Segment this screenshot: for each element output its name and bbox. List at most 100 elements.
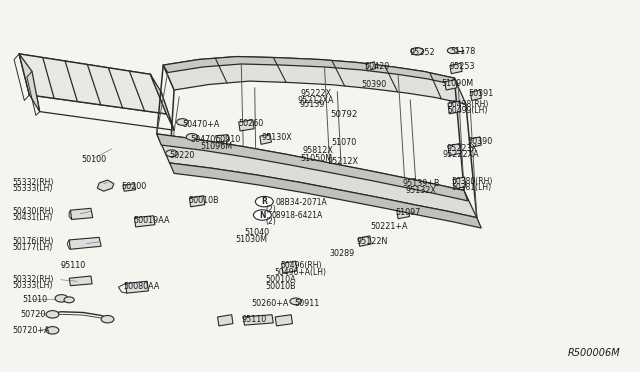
Text: 50390: 50390 — [467, 137, 492, 146]
Text: 50498(RH): 50498(RH) — [447, 100, 489, 109]
Text: 95223X: 95223X — [447, 144, 477, 153]
Text: 50332(RH): 50332(RH) — [13, 275, 54, 284]
Polygon shape — [69, 237, 101, 249]
Circle shape — [411, 48, 424, 55]
Polygon shape — [19, 54, 40, 112]
Polygon shape — [397, 208, 410, 219]
Text: 50381(LH): 50381(LH) — [452, 183, 492, 192]
Text: 50380(RH): 50380(RH) — [452, 177, 493, 186]
Text: 50499(LH): 50499(LH) — [447, 106, 488, 115]
Text: 50260+A: 50260+A — [252, 299, 289, 308]
Text: 95222XA: 95222XA — [442, 150, 479, 159]
Text: 50220: 50220 — [169, 151, 195, 160]
Circle shape — [101, 315, 114, 323]
Polygon shape — [445, 80, 457, 90]
Polygon shape — [448, 144, 461, 155]
Text: 08B34-2071A: 08B34-2071A — [275, 198, 327, 207]
Text: 51010: 51010 — [22, 295, 47, 304]
Polygon shape — [69, 276, 92, 286]
Text: 51097: 51097 — [396, 208, 421, 217]
Polygon shape — [163, 57, 458, 86]
Circle shape — [46, 311, 59, 318]
Text: R: R — [261, 197, 268, 206]
Text: 55333(LH): 55333(LH) — [13, 184, 53, 193]
Text: 50390: 50390 — [361, 80, 386, 89]
Polygon shape — [125, 281, 148, 293]
Text: 50430(RH): 50430(RH) — [13, 207, 54, 216]
Polygon shape — [275, 315, 292, 326]
Text: 50910: 50910 — [215, 135, 240, 144]
Polygon shape — [134, 216, 155, 227]
Text: 95132X: 95132X — [406, 186, 436, 195]
Text: N: N — [259, 211, 266, 219]
Text: 50177(LH): 50177(LH) — [13, 243, 53, 252]
Polygon shape — [450, 63, 462, 74]
Polygon shape — [19, 54, 166, 114]
Polygon shape — [282, 261, 297, 273]
Text: 50176(RH): 50176(RH) — [13, 237, 54, 246]
Polygon shape — [243, 315, 273, 325]
Text: 50333(LH): 50333(LH) — [13, 281, 53, 290]
Polygon shape — [163, 57, 466, 104]
Polygon shape — [123, 184, 136, 191]
Polygon shape — [448, 101, 461, 114]
Text: 95812X: 95812X — [303, 146, 333, 155]
Polygon shape — [150, 74, 174, 130]
Polygon shape — [453, 177, 466, 189]
Text: 50260: 50260 — [238, 119, 263, 128]
Text: 50010A: 50010A — [265, 275, 296, 284]
Text: R500006M: R500006M — [568, 348, 621, 358]
Text: (2): (2) — [266, 205, 276, 214]
Circle shape — [186, 134, 198, 140]
Text: 51178: 51178 — [450, 47, 475, 56]
Polygon shape — [470, 90, 481, 100]
Text: 95253: 95253 — [449, 62, 475, 71]
Circle shape — [64, 297, 74, 303]
Text: 50420: 50420 — [364, 62, 389, 71]
Text: 95122N: 95122N — [356, 237, 388, 246]
Polygon shape — [97, 180, 114, 191]
Polygon shape — [366, 62, 376, 71]
Text: 51030M: 51030M — [236, 235, 268, 244]
Text: 50496+A(LH): 50496+A(LH) — [274, 268, 326, 277]
Text: 50720+A: 50720+A — [13, 326, 51, 335]
Text: 51070: 51070 — [331, 138, 356, 147]
Circle shape — [177, 119, 188, 125]
Circle shape — [253, 210, 271, 220]
Circle shape — [166, 150, 177, 157]
Polygon shape — [218, 315, 233, 326]
Text: 51050M: 51050M — [301, 154, 333, 163]
Text: 95130X: 95130X — [261, 133, 292, 142]
Text: 50496(RH): 50496(RH) — [280, 262, 322, 270]
Polygon shape — [70, 208, 93, 219]
Circle shape — [447, 48, 458, 54]
Text: 50431(LH): 50431(LH) — [13, 213, 53, 222]
Polygon shape — [157, 134, 477, 218]
Text: 95212XA: 95212XA — [298, 96, 334, 105]
Text: (2): (2) — [266, 217, 276, 226]
Text: 50470: 50470 — [191, 135, 216, 144]
Text: 50720: 50720 — [20, 310, 46, 319]
Text: 95139: 95139 — [300, 100, 325, 109]
Text: 50911: 50911 — [294, 299, 319, 308]
Text: 30289: 30289 — [329, 249, 354, 258]
Text: 50470+A: 50470+A — [182, 120, 220, 129]
Text: 51090M: 51090M — [442, 79, 474, 88]
Polygon shape — [358, 236, 371, 246]
Text: 95110: 95110 — [61, 261, 86, 270]
Text: 08918-6421A: 08918-6421A — [271, 211, 323, 219]
Text: 50221+A: 50221+A — [370, 222, 408, 231]
Text: 50010B: 50010B — [265, 282, 296, 291]
Text: 95110: 95110 — [241, 315, 266, 324]
Text: 50080AA: 50080AA — [123, 282, 159, 291]
Text: 95139+B: 95139+B — [403, 179, 440, 187]
Polygon shape — [157, 134, 468, 201]
Text: 50019AA: 50019AA — [133, 216, 170, 225]
Polygon shape — [170, 163, 481, 228]
Text: 95252: 95252 — [410, 48, 435, 57]
Polygon shape — [239, 120, 254, 131]
Text: 50792: 50792 — [330, 110, 358, 119]
Polygon shape — [202, 142, 219, 153]
Text: 51040: 51040 — [244, 228, 269, 237]
Circle shape — [290, 298, 301, 305]
